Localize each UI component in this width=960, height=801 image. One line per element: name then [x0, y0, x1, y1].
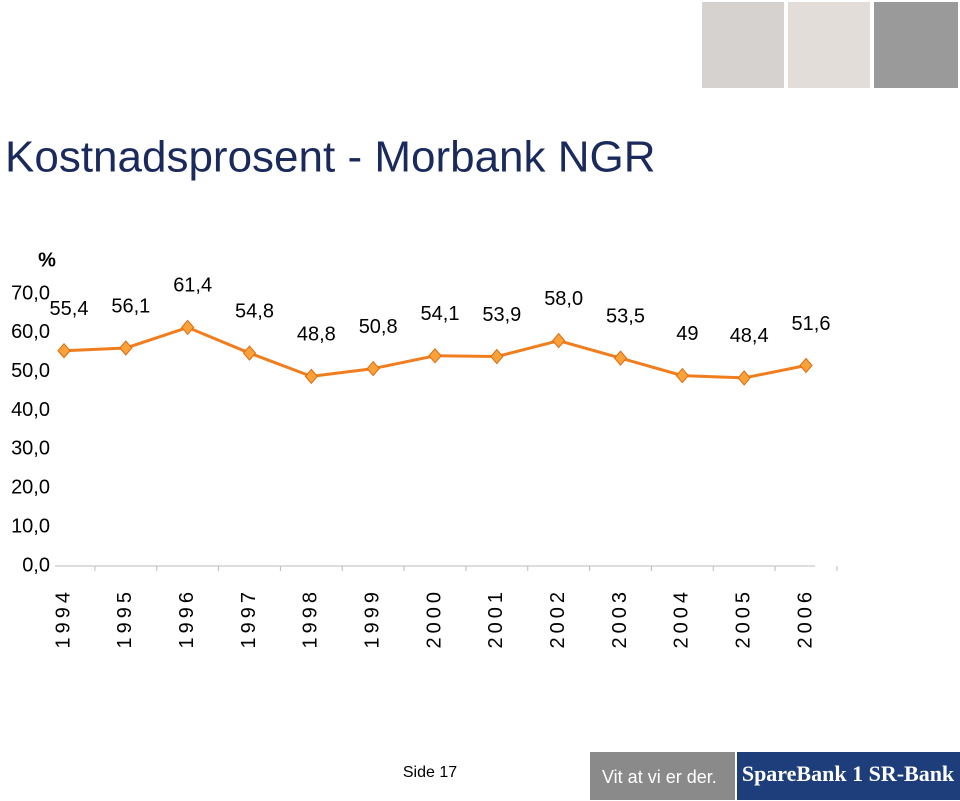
slogan: Vit at vi er der. [602, 767, 717, 787]
point [428, 348, 442, 364]
x-tick-label: 2003 [609, 588, 631, 649]
y-tick-label: 20,0 [11, 477, 50, 499]
logo: SpareBank 1 SR-Bank [742, 761, 955, 786]
y-tick-label: 50,0 [11, 360, 50, 382]
point [242, 345, 257, 361]
y-tick-label: 40,0 [11, 399, 50, 421]
header-image [874, 2, 958, 88]
x-tick-label: 1995 [114, 588, 136, 649]
y-tick-label: 0,0 [22, 554, 50, 576]
x-tick-label: 1994 [52, 588, 74, 649]
point [57, 342, 71, 359]
data-label: 58,0 [544, 288, 583, 310]
slogan-box [590, 752, 735, 800]
chart-title: Kostnadsprosent - Morbank NGR [5, 133, 656, 182]
y-tick-label: 10,0 [11, 515, 50, 537]
point [304, 368, 318, 385]
x-tick-label: 1998 [300, 588, 322, 649]
data-label: 55,4 [50, 298, 89, 320]
data-label: 50,8 [359, 316, 398, 338]
header-image [788, 2, 870, 88]
x-tick-label: 2001 [485, 588, 507, 649]
x-tick-label: 2004 [671, 588, 693, 649]
data-label: 53,9 [482, 304, 521, 326]
y-tick-label: 60,0 [11, 321, 50, 343]
point [799, 357, 813, 374]
point [490, 348, 504, 365]
data-label: 49 [676, 323, 698, 345]
data-label: 54,8 [235, 300, 274, 322]
data-label: 51,6 [792, 313, 831, 335]
data-label: 61,4 [173, 275, 212, 297]
point [119, 340, 133, 356]
data-label: 56,1 [111, 295, 150, 317]
x-tick-label: 1999 [361, 588, 383, 649]
point [613, 350, 628, 366]
data-label: 48,4 [730, 325, 769, 347]
page-number: Side 17 [403, 764, 457, 781]
header-image [702, 2, 784, 88]
x-tick-label: 1997 [238, 588, 260, 649]
point [552, 332, 566, 349]
data-label: 54,1 [421, 303, 460, 325]
y-tick-label: 30,0 [11, 438, 50, 460]
point [737, 370, 751, 386]
x-tick-label: 2002 [547, 588, 569, 649]
point [675, 367, 689, 384]
x-tick-label: 2005 [732, 588, 754, 649]
data-label: 53,5 [606, 305, 645, 327]
y-axis-label: % [38, 249, 56, 271]
point [366, 360, 380, 377]
point [181, 319, 195, 336]
y-tick-label: 70,0 [11, 282, 50, 304]
x-tick-label: 2000 [423, 588, 445, 649]
x-tick-label: 2006 [794, 588, 816, 649]
logo-box [737, 752, 960, 800]
x-tick-label: 1996 [176, 588, 198, 649]
data-label: 48,8 [297, 324, 336, 346]
